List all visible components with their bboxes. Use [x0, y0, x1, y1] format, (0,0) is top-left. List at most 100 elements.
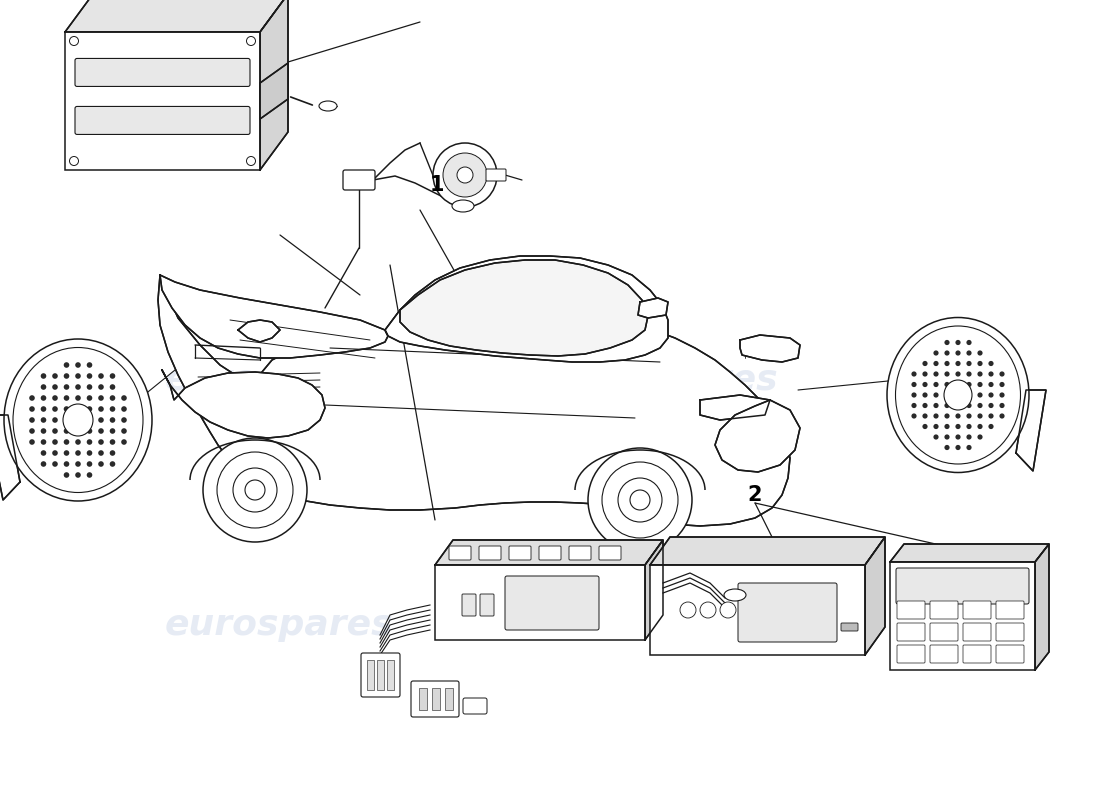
Circle shape [945, 392, 949, 398]
Circle shape [87, 373, 92, 379]
Ellipse shape [63, 404, 94, 436]
Circle shape [52, 428, 58, 434]
Circle shape [945, 434, 949, 440]
Circle shape [52, 418, 58, 422]
Circle shape [110, 418, 115, 422]
Circle shape [912, 382, 916, 387]
Text: eurospares: eurospares [165, 363, 394, 397]
Circle shape [30, 395, 35, 401]
Circle shape [41, 439, 46, 445]
Circle shape [64, 450, 69, 456]
Circle shape [41, 418, 46, 422]
Circle shape [64, 395, 69, 401]
Circle shape [75, 439, 80, 445]
Circle shape [956, 414, 960, 418]
Circle shape [923, 392, 927, 398]
Circle shape [433, 143, 497, 207]
Circle shape [52, 406, 58, 412]
Circle shape [945, 371, 949, 377]
Circle shape [680, 602, 696, 618]
Circle shape [1000, 371, 1004, 377]
Polygon shape [162, 370, 324, 438]
Circle shape [967, 392, 971, 398]
Circle shape [41, 461, 46, 467]
Circle shape [52, 373, 58, 379]
Circle shape [121, 418, 126, 422]
Polygon shape [715, 400, 800, 472]
Circle shape [700, 602, 716, 618]
Ellipse shape [319, 101, 337, 111]
FancyBboxPatch shape [75, 106, 250, 134]
Circle shape [64, 373, 69, 379]
Circle shape [75, 373, 80, 379]
Circle shape [121, 406, 126, 412]
FancyBboxPatch shape [377, 660, 384, 690]
FancyBboxPatch shape [480, 594, 494, 616]
FancyBboxPatch shape [896, 645, 925, 663]
Circle shape [246, 157, 255, 166]
Circle shape [64, 461, 69, 467]
FancyBboxPatch shape [343, 170, 375, 190]
Circle shape [1000, 403, 1004, 408]
Circle shape [934, 392, 938, 398]
Circle shape [30, 439, 35, 445]
Circle shape [110, 384, 115, 390]
Circle shape [204, 438, 307, 542]
Circle shape [967, 361, 971, 366]
Circle shape [956, 445, 960, 450]
Circle shape [978, 382, 982, 387]
Polygon shape [385, 256, 668, 362]
Circle shape [98, 428, 103, 434]
Circle shape [41, 384, 46, 390]
Polygon shape [434, 540, 663, 565]
Circle shape [98, 461, 103, 467]
Circle shape [967, 340, 971, 345]
Circle shape [75, 472, 80, 478]
Circle shape [989, 424, 993, 429]
Circle shape [110, 406, 115, 412]
Polygon shape [0, 415, 20, 500]
FancyBboxPatch shape [930, 601, 958, 619]
FancyBboxPatch shape [600, 546, 621, 560]
Circle shape [87, 384, 92, 390]
Circle shape [41, 373, 46, 379]
Circle shape [978, 350, 982, 355]
Polygon shape [638, 298, 668, 318]
Polygon shape [160, 275, 388, 358]
FancyBboxPatch shape [509, 546, 531, 560]
FancyBboxPatch shape [478, 546, 500, 560]
Circle shape [945, 382, 949, 387]
Circle shape [64, 439, 69, 445]
Polygon shape [1016, 390, 1046, 471]
Circle shape [923, 414, 927, 418]
Circle shape [64, 428, 69, 434]
Ellipse shape [887, 318, 1028, 473]
Circle shape [956, 403, 960, 408]
Text: 2: 2 [748, 485, 762, 505]
Circle shape [245, 480, 265, 500]
Text: eurospares: eurospares [165, 608, 394, 642]
Circle shape [1000, 414, 1004, 418]
Circle shape [87, 418, 92, 422]
Polygon shape [158, 275, 790, 526]
Polygon shape [865, 537, 886, 655]
Circle shape [87, 439, 92, 445]
Polygon shape [645, 540, 663, 640]
Text: eurospares: eurospares [550, 608, 779, 642]
FancyBboxPatch shape [930, 645, 958, 663]
Circle shape [69, 37, 78, 46]
Circle shape [110, 428, 115, 434]
Circle shape [110, 461, 115, 467]
FancyBboxPatch shape [505, 576, 600, 630]
Circle shape [956, 382, 960, 387]
Circle shape [110, 450, 115, 456]
Text: 1: 1 [430, 175, 444, 195]
Circle shape [121, 428, 126, 434]
Circle shape [923, 361, 927, 366]
Circle shape [989, 403, 993, 408]
Polygon shape [238, 320, 280, 342]
Circle shape [967, 424, 971, 429]
FancyBboxPatch shape [449, 546, 471, 560]
Circle shape [934, 403, 938, 408]
Circle shape [923, 382, 927, 387]
